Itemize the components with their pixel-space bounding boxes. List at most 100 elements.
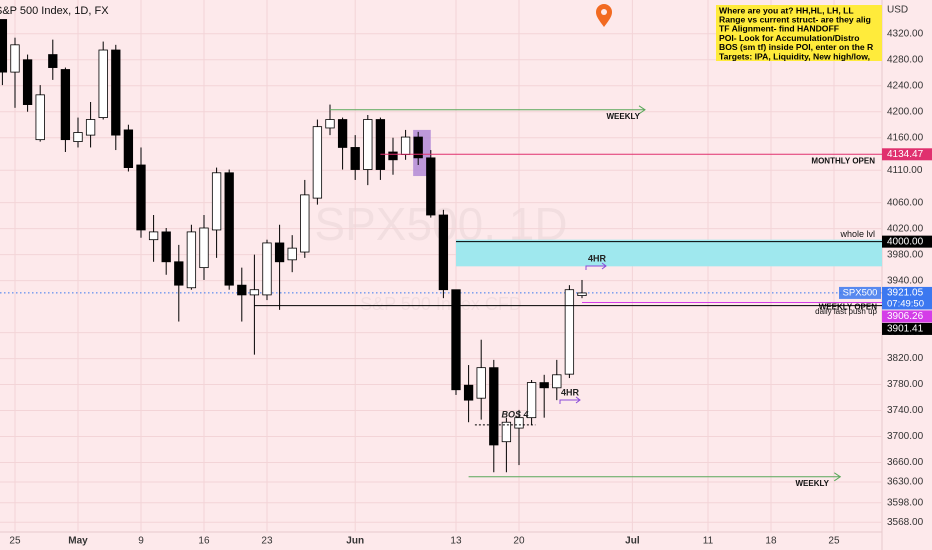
- candle-body: [211, 172, 222, 231]
- level-label: MONTHLY OPEN: [811, 156, 875, 165]
- candle-body: [224, 172, 234, 286]
- y-tick-label: 4320.00: [887, 28, 924, 39]
- annotation-arrow: [559, 396, 581, 404]
- candle-body: [388, 151, 398, 161]
- level-arrow: [834, 472, 842, 482]
- candle-body: [287, 247, 297, 261]
- y-tick-label: 4110.00: [887, 165, 923, 176]
- candle-body: [300, 194, 310, 253]
- level-label: daily last push up: [815, 307, 877, 316]
- x-tick-label: Jul: [625, 536, 640, 547]
- candle-body: [262, 242, 272, 296]
- level-label: WEEKLY OPEN: [819, 303, 877, 312]
- candle-body: [337, 119, 348, 148]
- note-line: BOS (sm tf) inside POI, enter on the R: [719, 42, 874, 52]
- candle-body: [539, 382, 549, 389]
- y-tick-label: 3820.00: [887, 353, 924, 364]
- candle-body: [148, 231, 159, 241]
- candle-body: [577, 292, 587, 296]
- x-tick-label: 13: [450, 536, 462, 547]
- currency-label: USD: [887, 5, 908, 16]
- price-tag: [882, 286, 932, 299]
- candle-body: [85, 119, 96, 136]
- x-tick-label: Jun: [346, 536, 364, 547]
- level-label: WEEKLY: [607, 112, 641, 121]
- candle-body: [489, 367, 499, 446]
- candle-body: [312, 126, 323, 199]
- annotation: 4HR: [561, 387, 580, 397]
- candle-body: [0, 19, 8, 73]
- price-tag-label: 3901.41: [887, 324, 924, 335]
- candle-body: [35, 94, 45, 141]
- level-arrow: [638, 105, 646, 115]
- candle-body: [413, 136, 423, 159]
- y-tick-label: 4160.00: [887, 132, 924, 143]
- candle-body: [325, 119, 335, 129]
- y-tick-label: 4280.00: [887, 54, 924, 65]
- y-tick-label: 3630.00: [887, 477, 924, 488]
- y-tick-label: 3980.00: [887, 249, 924, 260]
- countdown-label: 07:49:50: [887, 298, 924, 309]
- note-line: TF Alignment- find HANDOFF: [719, 24, 839, 34]
- note-box: [716, 5, 882, 61]
- y-tick-label: 4020.00: [887, 223, 924, 234]
- candle-body: [73, 132, 83, 143]
- annotation: BOS 4: [501, 409, 528, 419]
- y-tick-label: 3660.00: [887, 457, 924, 468]
- candle-body: [274, 242, 285, 263]
- candle-body: [564, 289, 575, 375]
- countdown-tag: [882, 298, 932, 310]
- y-tick-label: 4060.00: [887, 197, 924, 208]
- candle-body: [174, 261, 184, 286]
- x-tick-label: 11: [703, 536, 714, 547]
- x-tick-label: 20: [513, 536, 525, 547]
- candle-body: [186, 231, 197, 289]
- zone: [455, 239, 882, 267]
- x-tick-label: 18: [765, 536, 777, 547]
- candle-body: [111, 49, 121, 136]
- price-tag-label: 3921.05: [887, 288, 924, 299]
- candle-body: [199, 227, 209, 269]
- x-tick-label: 16: [198, 536, 210, 547]
- price-tag: [882, 322, 932, 335]
- candle-body: [350, 147, 360, 170]
- pin-dot: [601, 9, 607, 15]
- y-tick-label: 3740.00: [887, 405, 924, 416]
- candle-body: [438, 214, 449, 291]
- candle-body: [161, 231, 171, 263]
- candle-body: [363, 119, 373, 170]
- candle-body: [526, 382, 537, 419]
- y-tick-label: 4240.00: [887, 80, 924, 91]
- symbol-label: SPX500: [843, 287, 878, 298]
- candle-body: [552, 374, 562, 389]
- candle-body: [237, 284, 247, 296]
- price-tag-label: 4134.47: [887, 149, 924, 160]
- y-tick-label: 3940.00: [887, 275, 924, 286]
- level-label: whole lvl: [839, 229, 875, 239]
- candle-body: [400, 136, 411, 155]
- note-line: POI- Look for Accumulation/Distro: [719, 33, 860, 43]
- note-line: Where are you at? HH,HL, LH, LL: [719, 5, 854, 15]
- x-tick-label: 25: [828, 536, 840, 547]
- candle-body: [514, 417, 524, 429]
- x-tick-label: 9: [138, 536, 144, 547]
- y-tick-label: 3568.00: [887, 517, 924, 528]
- price-tag: [882, 310, 932, 323]
- pin-icon: [596, 4, 612, 27]
- candle-body: [463, 384, 474, 401]
- price-tag-label: 4000.00: [887, 236, 924, 247]
- candle-body: [451, 289, 461, 391]
- y-tick-label: 3780.00: [887, 379, 924, 390]
- x-tick-label: 25: [9, 536, 21, 547]
- candle-body: [10, 44, 20, 73]
- candle-body: [123, 129, 134, 168]
- note-line: Targets: IPA, Liquidity, New high/low,: [719, 51, 870, 61]
- candle-body: [22, 59, 33, 105]
- x-tick-label: May: [68, 536, 88, 547]
- symbol-tag: [839, 286, 881, 299]
- candle-body: [136, 164, 146, 231]
- candle-body: [375, 119, 386, 170]
